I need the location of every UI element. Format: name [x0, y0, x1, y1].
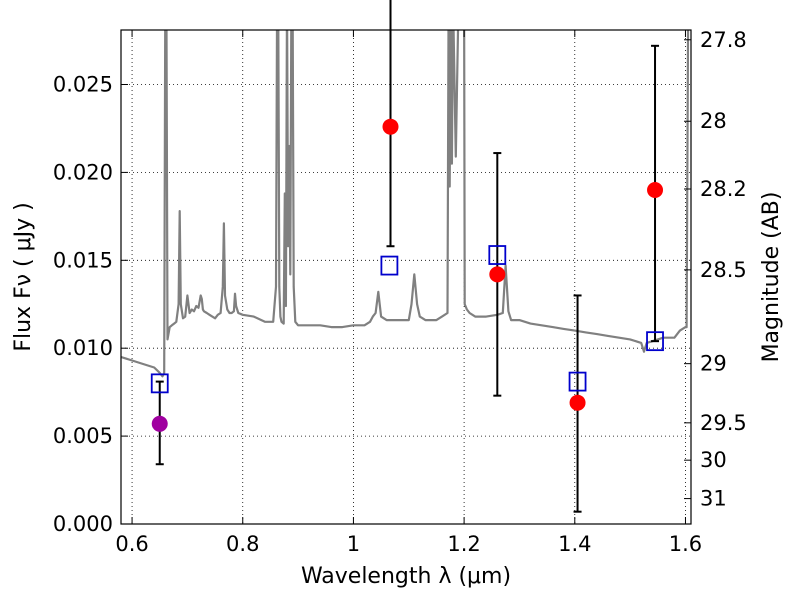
right-tick-label: 28: [700, 109, 727, 133]
x-tick-label: 1: [347, 532, 360, 556]
x-tick-label: 1.4: [558, 532, 591, 556]
observed-flux-point: [489, 266, 506, 283]
model-band-square: [488, 245, 507, 265]
x-axis-label: Wavelength λ (μm): [301, 564, 511, 589]
observed-flux-point: [647, 181, 664, 198]
observed-flux-markers: [151, 118, 664, 432]
model-band-square: [646, 331, 664, 352]
observed-flux-point: [569, 394, 586, 411]
right-axis-ticks: 27.8 28 28.2 28.5 29 29.5 30 31: [684, 28, 747, 511]
y-tick-label: 0.010: [53, 336, 113, 360]
y-axis-label: Flux Fν ( μJy ): [11, 202, 36, 351]
model-band-square: [380, 255, 399, 276]
right-tick-label: 29.5: [700, 411, 747, 435]
right-tick-label: 30: [700, 448, 727, 472]
right-tick-label: 29: [700, 352, 727, 376]
x-tick-label: 1.2: [447, 532, 480, 556]
observed-flux-point: [151, 415, 168, 432]
x-axis-ticks: 0.6 0.8 1 1.2 1.4 1.6: [115, 30, 702, 556]
y-tick-label: 0.005: [53, 424, 113, 448]
x-tick-label: 0.6: [115, 532, 148, 556]
right-tick-label: 31: [700, 487, 727, 511]
spectrum-line: [121, 30, 690, 378]
model-band-square: [150, 373, 169, 394]
y-tick-label: 0.000: [53, 512, 113, 536]
y-tick-label: 0.015: [53, 248, 113, 272]
right-tick-label: 28.2: [700, 177, 747, 201]
x-tick-label: 0.8: [226, 532, 259, 556]
y-tick-label: 0.025: [53, 72, 113, 96]
right-tick-label: 27.8: [700, 28, 747, 52]
model-band-square: [568, 371, 587, 392]
right-tick-label: 28.5: [700, 258, 747, 282]
x-tick-label: 1.6: [669, 532, 702, 556]
observed-flux-point: [382, 118, 399, 135]
plot-frame: [120, 29, 692, 525]
plot-background: [121, 30, 691, 524]
model-band-markers: [150, 245, 664, 394]
y-axis-ticks: 0.000 0.005 0.010 0.015 0.020 0.025: [53, 72, 128, 536]
right-axis-label: Magnitude (AB): [759, 192, 784, 363]
y-tick-label: 0.020: [53, 160, 113, 184]
